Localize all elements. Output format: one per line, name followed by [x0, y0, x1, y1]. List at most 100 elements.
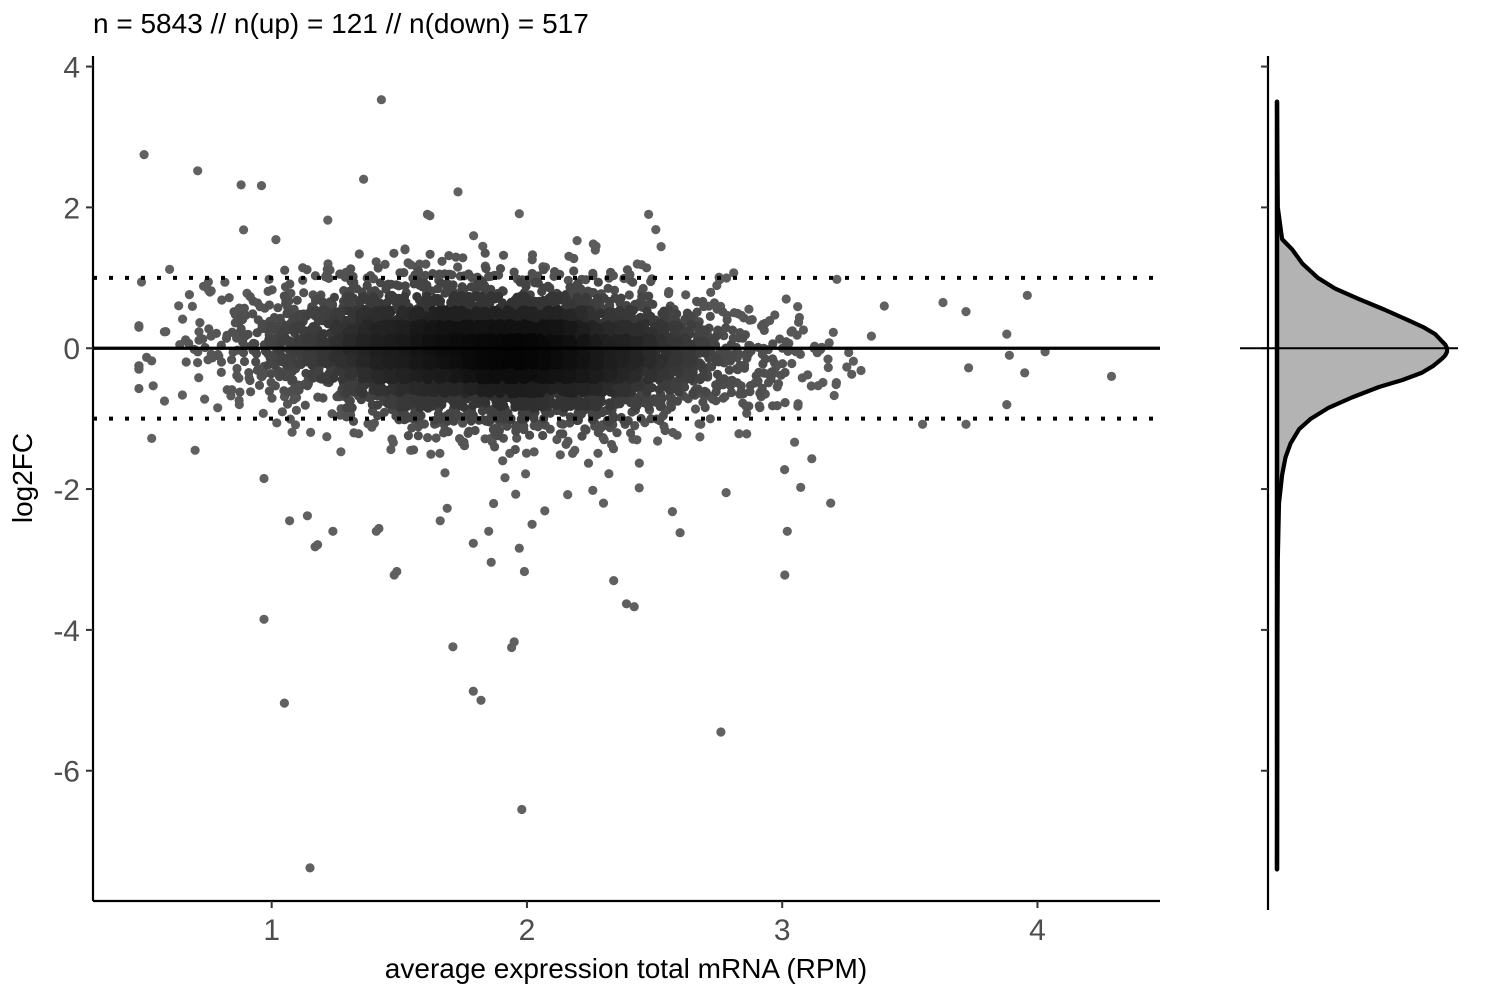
data-point [588, 268, 598, 278]
data-point [529, 447, 539, 457]
data-point [358, 368, 368, 379]
data-point [620, 372, 630, 382]
data-point [256, 181, 267, 191]
data-point [527, 519, 537, 529]
data-point [624, 290, 634, 300]
data-point [466, 282, 476, 292]
data-point [711, 387, 721, 397]
data-point [659, 306, 669, 316]
data-point [259, 473, 269, 484]
data-point [277, 407, 287, 417]
data-point [284, 296, 294, 306]
data-point [193, 358, 203, 368]
data-point [511, 489, 521, 499]
data-point [178, 314, 188, 324]
data-point [628, 277, 638, 287]
data-point [411, 309, 421, 319]
data-point [533, 278, 543, 288]
data-point [644, 209, 654, 219]
data-point [272, 418, 282, 428]
data-point [630, 421, 640, 431]
data-point [780, 398, 790, 408]
data-point [729, 268, 739, 278]
data-point [539, 265, 549, 275]
data-point [668, 427, 678, 438]
data-point [551, 400, 561, 410]
data-point [267, 393, 277, 403]
data-point [478, 241, 488, 251]
data-point [533, 422, 543, 432]
data-point [349, 428, 359, 438]
data-point [440, 468, 450, 478]
data-point [495, 311, 505, 321]
data-point [181, 357, 191, 367]
data-point [706, 287, 716, 297]
data-point [449, 291, 459, 301]
data-point [580, 424, 590, 434]
data-point [755, 388, 765, 398]
data-point [246, 387, 256, 397]
data-point [217, 295, 227, 305]
data-point [576, 284, 586, 294]
data-point [661, 378, 671, 389]
data-point [433, 409, 443, 419]
data-point [328, 526, 338, 536]
data-point [220, 277, 230, 287]
data-point [655, 416, 665, 426]
data-point [279, 386, 289, 396]
data-point [329, 373, 339, 383]
data-point [690, 404, 701, 414]
data-point [593, 293, 603, 303]
data-point [399, 292, 410, 302]
data-point [607, 439, 617, 450]
data-point [938, 297, 948, 308]
data-point [498, 456, 508, 466]
data-point [647, 383, 657, 393]
data-point [442, 283, 452, 293]
data-point [718, 393, 728, 403]
data-point [528, 384, 538, 394]
data-point [236, 180, 246, 190]
data-point [291, 405, 301, 415]
data-point [590, 383, 601, 393]
data-point [248, 338, 259, 348]
data-point [721, 323, 731, 333]
data-point [234, 395, 244, 405]
data-point [790, 437, 800, 447]
data-point [380, 259, 390, 269]
data-point [310, 542, 320, 552]
data-point [500, 473, 510, 483]
data-point [489, 498, 499, 509]
data-point [442, 503, 452, 513]
data-point [358, 309, 368, 319]
data-point [1106, 371, 1117, 381]
data-point [688, 388, 698, 398]
data-point [422, 402, 432, 412]
data-point [621, 599, 632, 609]
data-point [165, 264, 175, 274]
data-point [488, 425, 498, 435]
data-point [555, 450, 565, 460]
data-point [347, 403, 357, 413]
data-point [481, 264, 491, 274]
data-point [606, 267, 616, 277]
data-point [603, 283, 613, 293]
data-point [686, 319, 696, 329]
data-point [643, 394, 653, 405]
data-point [1002, 329, 1012, 339]
data-point [480, 248, 490, 258]
data-point [244, 368, 254, 378]
data-point [739, 313, 749, 323]
data-point [368, 292, 378, 302]
data-point [568, 322, 578, 332]
data-point [712, 280, 722, 291]
data-point [359, 174, 369, 184]
data-point [847, 369, 857, 379]
data-point [452, 369, 462, 379]
data-point [714, 357, 724, 367]
data-point [527, 324, 537, 334]
data-point [254, 380, 265, 390]
data-point [754, 401, 764, 411]
data-point [628, 305, 638, 315]
